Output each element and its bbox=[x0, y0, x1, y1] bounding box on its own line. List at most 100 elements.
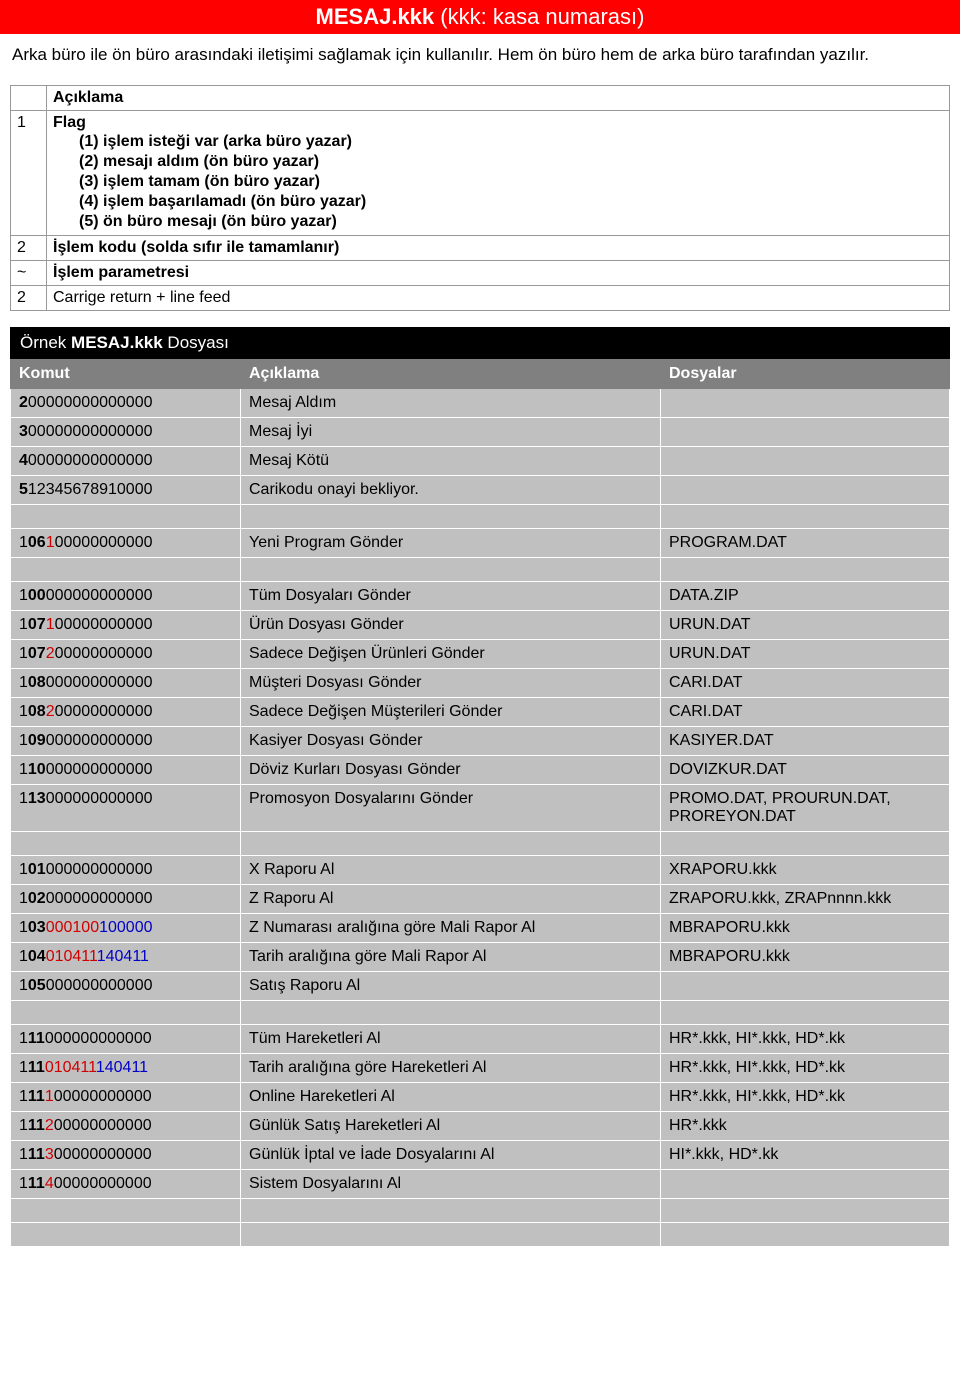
files-cell: HR*.kkk, HI*.kkk, HD*.kk bbox=[661, 1053, 950, 1082]
files-cell bbox=[661, 417, 950, 446]
desc-cell: Mesaj Kötü bbox=[241, 446, 661, 475]
table-row: 105000000000000Satış Raporu Al bbox=[11, 971, 950, 1000]
table-row: 109000000000000Kasiyer Dosyası GönderKAS… bbox=[11, 726, 950, 755]
cmd-cell: 113000000000000 bbox=[11, 784, 241, 831]
cmd-cell: 101000000000000 bbox=[11, 855, 241, 884]
desc-cell: Sistem Dosyalarını Al bbox=[241, 1169, 661, 1198]
table-row: 110000000000000Döviz Kurları Dosyası Gön… bbox=[11, 755, 950, 784]
desc-cell: Günlük Satış Hareketleri Al bbox=[241, 1111, 661, 1140]
desc-cell: Döviz Kurları Dosyası Gönder bbox=[241, 755, 661, 784]
spacer-row bbox=[11, 831, 950, 855]
header-file: MESAJ.kkk bbox=[316, 4, 435, 29]
cmd-cell: 109000000000000 bbox=[11, 726, 241, 755]
desc-cell: Sadece Değişen Ürünleri Gönder bbox=[241, 639, 661, 668]
cmd-cell: 111400000000000 bbox=[11, 1169, 241, 1198]
cmd-cell: 400000000000000 bbox=[11, 446, 241, 475]
cmd-cell: 111010411140411 bbox=[11, 1053, 241, 1082]
desc-cell: Günlük İptal ve İade Dosyalarını Al bbox=[241, 1140, 661, 1169]
desc-cell: Mesaj İyi bbox=[241, 417, 661, 446]
table-row: 512345678910000Carikodu onayi bekliyor. bbox=[11, 475, 950, 504]
mesaj-table: Komut Açıklama Dosyalar 200000000000000M… bbox=[10, 359, 950, 1247]
files-cell: PROMO.DAT, PROURUN.DAT, PROREYON.DAT bbox=[661, 784, 950, 831]
table-row: 200000000000000Mesaj Aldım bbox=[11, 388, 950, 417]
files-cell: CARI.DAT bbox=[661, 668, 950, 697]
cmd-cell: 103000100100000 bbox=[11, 913, 241, 942]
cmd-cell: 111000000000000 bbox=[11, 1024, 241, 1053]
desc-cell: Müşteri Dosyası Gönder bbox=[241, 668, 661, 697]
files-cell: HI*.kkk, HD*.kk bbox=[661, 1140, 950, 1169]
files-cell bbox=[661, 446, 950, 475]
cmd-cell: 104010411140411 bbox=[11, 942, 241, 971]
tbl1-row-num: 2 bbox=[11, 235, 47, 260]
table-row: 111010411140411Tarih aralığına göre Hare… bbox=[11, 1053, 950, 1082]
spacer-row bbox=[11, 1222, 950, 1246]
cmd-cell: 200000000000000 bbox=[11, 388, 241, 417]
desc-cell: Satış Raporu Al bbox=[241, 971, 661, 1000]
tbl1-hcol1 bbox=[11, 85, 47, 110]
tbl1-row-desc: Carrige return + line feed bbox=[47, 285, 950, 310]
files-cell: HR*.kkk bbox=[661, 1111, 950, 1140]
desc-cell: Kasiyer Dosyası Gönder bbox=[241, 726, 661, 755]
cmd-cell: 108000000000000 bbox=[11, 668, 241, 697]
section-title: Örnek MESAJ.kkk Dosyası bbox=[10, 327, 950, 359]
files-cell: KASIYER.DAT bbox=[661, 726, 950, 755]
table-row: 101000000000000X Raporu AlXRAPORU.kkk bbox=[11, 855, 950, 884]
cmd-cell: 111300000000000 bbox=[11, 1140, 241, 1169]
desc-cell: Z Raporu Al bbox=[241, 884, 661, 913]
desc-cell: Tarih aralığına göre Hareketleri Al bbox=[241, 1053, 661, 1082]
flag-table: Açıklama 1Flag(1) işlem isteği var (arka… bbox=[10, 85, 950, 311]
desc-cell: Yeni Program Gönder bbox=[241, 528, 661, 557]
cmd-cell: 107100000000000 bbox=[11, 610, 241, 639]
cmd-cell: 105000000000000 bbox=[11, 971, 241, 1000]
table-row: 102000000000000Z Raporu AlZRAPORU.kkk, Z… bbox=[11, 884, 950, 913]
desc-cell: Tüm Dosyaları Gönder bbox=[241, 581, 661, 610]
desc-cell: X Raporu Al bbox=[241, 855, 661, 884]
tbl1-row-desc: Flag(1) işlem isteği var (arka büro yaza… bbox=[47, 110, 950, 235]
cmd-cell: 300000000000000 bbox=[11, 417, 241, 446]
cmd-cell: 102000000000000 bbox=[11, 884, 241, 913]
page-header: MESAJ.kkk (kkk: kasa numarası) bbox=[0, 0, 960, 34]
table-row: 111200000000000Günlük Satış Hareketleri … bbox=[11, 1111, 950, 1140]
tbl1-row-desc: İşlem kodu (solda sıfır ile tamamlanır) bbox=[47, 235, 950, 260]
files-cell bbox=[661, 1169, 950, 1198]
files-cell: URUN.DAT bbox=[661, 610, 950, 639]
tbl1-row-num: 2 bbox=[11, 285, 47, 310]
tbl1-row-num: 1 bbox=[11, 110, 47, 235]
table-row: 108200000000000Sadece Değişen Müşteriler… bbox=[11, 697, 950, 726]
files-cell: URUN.DAT bbox=[661, 639, 950, 668]
files-cell: HR*.kkk, HI*.kkk, HD*.kk bbox=[661, 1082, 950, 1111]
table-row: 104010411140411Tarih aralığına göre Mali… bbox=[11, 942, 950, 971]
files-cell: XRAPORU.kkk bbox=[661, 855, 950, 884]
tbl1-row-desc: İşlem parametresi bbox=[47, 260, 950, 285]
files-cell bbox=[661, 388, 950, 417]
table-row: 108000000000000Müşteri Dosyası GönderCAR… bbox=[11, 668, 950, 697]
files-cell: DATA.ZIP bbox=[661, 581, 950, 610]
desc-cell: Mesaj Aldım bbox=[241, 388, 661, 417]
table-row: 300000000000000Mesaj İyi bbox=[11, 417, 950, 446]
table-row: 111300000000000Günlük İptal ve İade Dosy… bbox=[11, 1140, 950, 1169]
files-cell: PROGRAM.DAT bbox=[661, 528, 950, 557]
table-row: 103000100100000Z Numarası aralığına göre… bbox=[11, 913, 950, 942]
files-cell bbox=[661, 475, 950, 504]
files-cell bbox=[661, 971, 950, 1000]
intro-text: Arka büro ile ön büro arasındaki iletişi… bbox=[0, 34, 960, 79]
table-row: 100000000000000Tüm Dosyaları GönderDATA.… bbox=[11, 581, 950, 610]
table-row: 111000000000000Tüm Hareketleri AlHR*.kkk… bbox=[11, 1024, 950, 1053]
desc-cell: Z Numarası aralığına göre Mali Rapor Al bbox=[241, 913, 661, 942]
desc-cell: Ürün Dosyası Gönder bbox=[241, 610, 661, 639]
files-cell: ZRAPORU.kkk, ZRAPnnnn.kkk bbox=[661, 884, 950, 913]
files-cell: HR*.kkk, HI*.kkk, HD*.kk bbox=[661, 1024, 950, 1053]
files-cell: MBRAPORU.kkk bbox=[661, 913, 950, 942]
table-row: 113000000000000Promosyon Dosyalarını Gön… bbox=[11, 784, 950, 831]
tbl2-h2: Açıklama bbox=[241, 359, 661, 388]
table-row: 107100000000000Ürün Dosyası GönderURUN.D… bbox=[11, 610, 950, 639]
desc-cell: Tüm Hareketleri Al bbox=[241, 1024, 661, 1053]
desc-cell: Online Hareketleri Al bbox=[241, 1082, 661, 1111]
desc-cell: Tarih aralığına göre Mali Rapor Al bbox=[241, 942, 661, 971]
tbl2-h3: Dosyalar bbox=[661, 359, 950, 388]
tbl2-h1: Komut bbox=[11, 359, 241, 388]
files-cell: DOVIZKUR.DAT bbox=[661, 755, 950, 784]
table-row: 400000000000000Mesaj Kötü bbox=[11, 446, 950, 475]
desc-cell: Sadece Değişen Müşterileri Gönder bbox=[241, 697, 661, 726]
cmd-cell: 512345678910000 bbox=[11, 475, 241, 504]
